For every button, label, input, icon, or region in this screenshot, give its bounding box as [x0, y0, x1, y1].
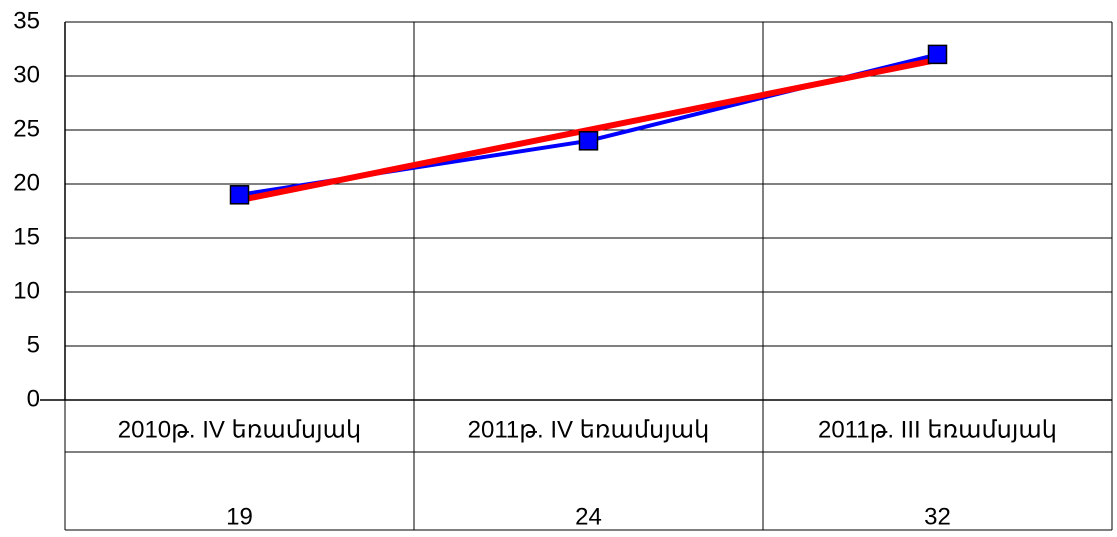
y-tick-label: 5 — [27, 331, 40, 358]
marker — [578, 131, 599, 151]
y-tick-label: 25 — [13, 115, 40, 142]
y-tick-label: 0 — [27, 385, 40, 412]
x-tick-label: 2010թ. IV եռամսյակ — [118, 416, 361, 443]
series-line — [236, 56, 941, 204]
series-line — [237, 52, 940, 197]
y-tick-label: 10 — [13, 277, 40, 304]
marker — [927, 44, 948, 65]
table-value: 19 — [226, 503, 253, 530]
y-tick-label: 30 — [13, 61, 40, 88]
marker — [229, 185, 250, 205]
table-value: 32 — [924, 503, 951, 530]
y-tick-label: 15 — [13, 223, 40, 250]
y-tick-label: 35 — [13, 7, 40, 34]
x-tick-label: 2011թ. IV եռամսյակ — [468, 416, 710, 443]
y-tick-label: 20 — [13, 169, 40, 196]
x-tick-label: 2011թ. III եռամսյակ — [818, 416, 1057, 443]
table-value: 24 — [575, 503, 602, 530]
